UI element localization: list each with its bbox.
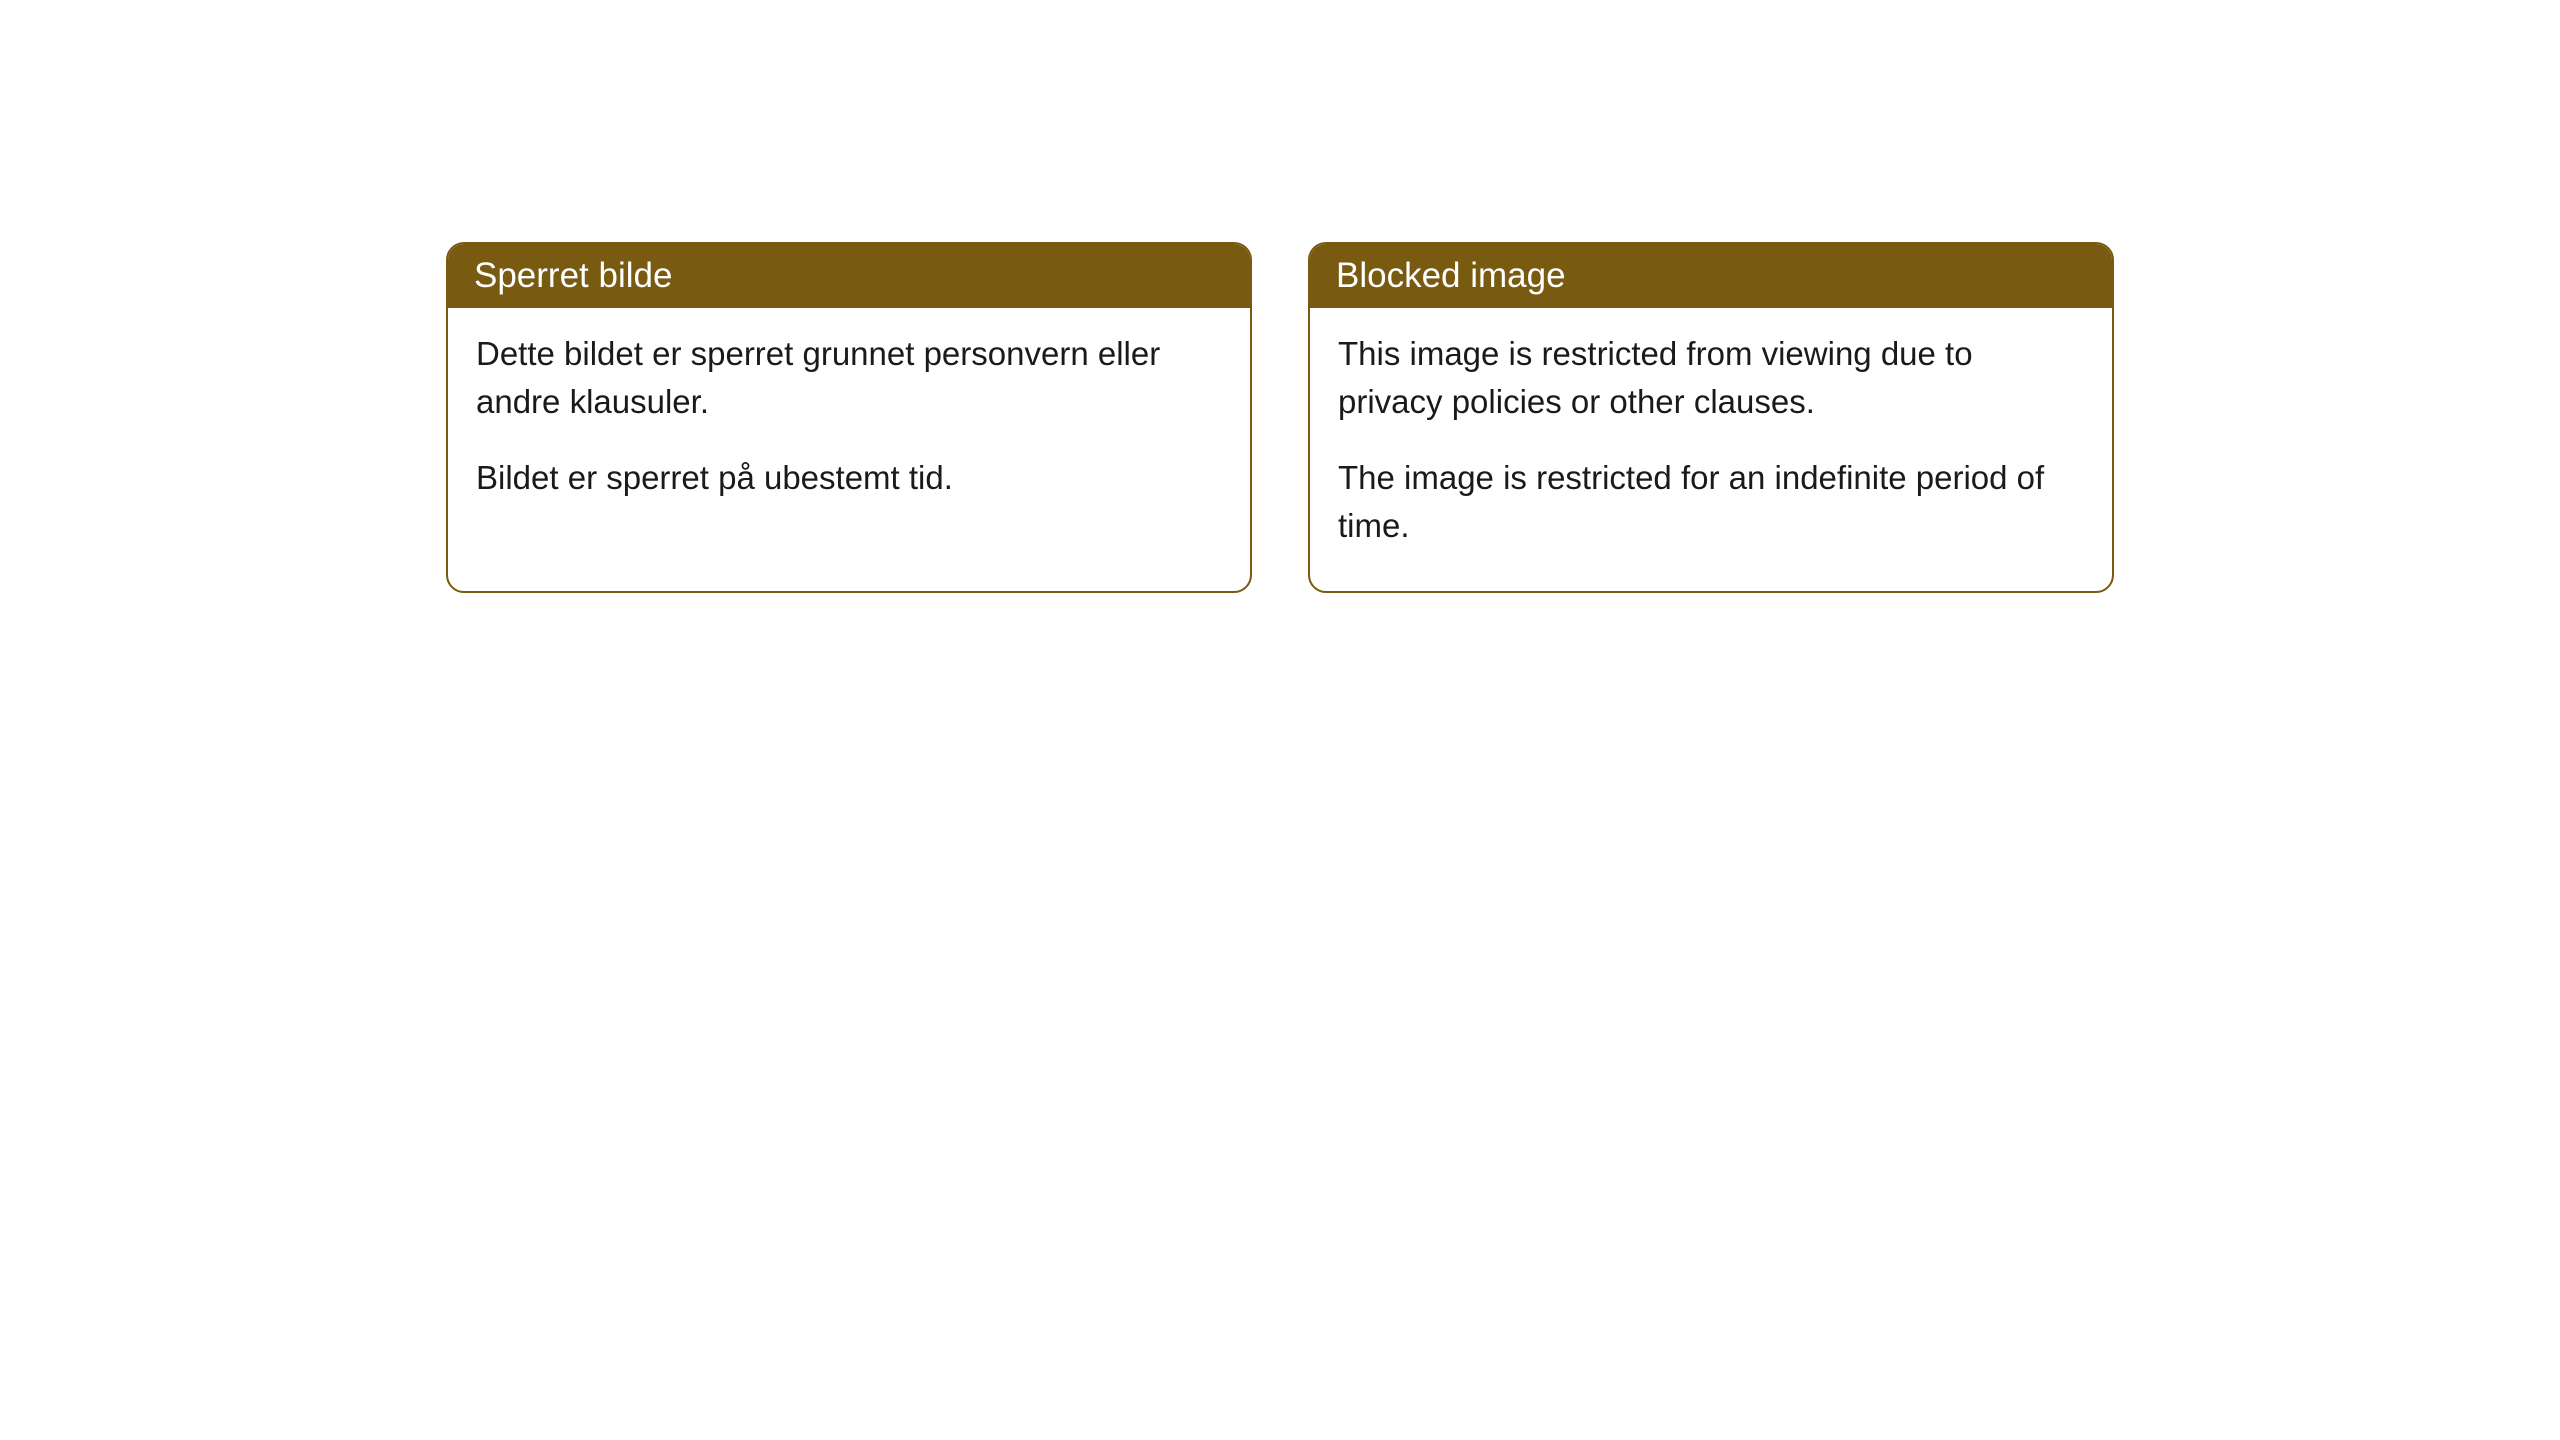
card-header: Blocked image xyxy=(1310,244,2112,308)
card-paragraph: The image is restricted for an indefinit… xyxy=(1338,454,2084,550)
card-body: Dette bildet er sperret grunnet personve… xyxy=(448,308,1250,544)
card-title: Blocked image xyxy=(1336,256,1566,295)
card-paragraph: Dette bildet er sperret grunnet personve… xyxy=(476,330,1222,426)
notice-card-english: Blocked image This image is restricted f… xyxy=(1308,242,2114,593)
card-paragraph: This image is restricted from viewing du… xyxy=(1338,330,2084,426)
card-paragraph: Bildet er sperret på ubestemt tid. xyxy=(476,454,1222,502)
notice-card-norwegian: Sperret bilde Dette bildet er sperret gr… xyxy=(446,242,1252,593)
card-title: Sperret bilde xyxy=(474,256,672,295)
card-header: Sperret bilde xyxy=(448,244,1250,308)
notice-cards-container: Sperret bilde Dette bildet er sperret gr… xyxy=(446,242,2114,593)
card-body: This image is restricted from viewing du… xyxy=(1310,308,2112,591)
